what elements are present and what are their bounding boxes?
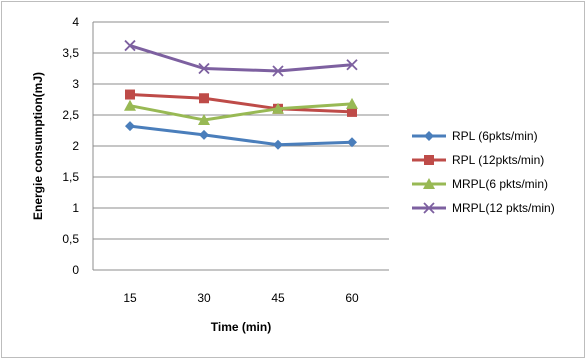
y-tick-label: 0,5 — [62, 232, 79, 246]
legend-label: MRPL(6 pkts/min) — [452, 177, 548, 191]
x-tick-labels: 15 30 45 60 — [123, 291, 359, 305]
data-point — [199, 129, 209, 140]
series-1 — [125, 121, 357, 150]
legend-item: RPL (6pkts/min) — [412, 129, 538, 143]
legend-item: MRPL(12 pkts/min) — [412, 201, 555, 215]
series-line — [129, 44, 353, 73]
legend-label: RPL (12pkts/min) — [452, 153, 544, 167]
series-line — [129, 124, 353, 147]
data-point — [198, 113, 210, 125]
x-tick-label: 15 — [123, 291, 137, 305]
y-tick-label: 3 — [72, 77, 79, 91]
legend: RPL (6pkts/min) RPL (12pkts/min) MRPL(6 pk… — [412, 129, 555, 215]
legend-marker — [424, 131, 434, 141]
legend-label: RPL (6pkts/min) — [452, 129, 538, 143]
legend-marker — [423, 202, 435, 214]
y-tick-label: 3,5 — [62, 46, 79, 60]
gridlines — [92, 21, 389, 271]
series-4 — [124, 39, 358, 77]
series-3 — [124, 97, 358, 125]
legend-item: RPL (12pkts/min) — [412, 153, 544, 167]
x-tick-label: 30 — [197, 291, 211, 305]
data-point — [273, 139, 283, 150]
data-point — [272, 65, 284, 77]
legend-marker — [423, 178, 435, 189]
data-point — [347, 106, 357, 117]
data-point — [346, 97, 358, 109]
data-point — [124, 39, 136, 52]
y-tick-label: 2,5 — [62, 108, 79, 122]
series-group — [124, 39, 358, 150]
data-point — [198, 62, 210, 75]
data-point — [272, 102, 284, 114]
series-line — [129, 93, 353, 114]
data-point — [346, 59, 358, 71]
x-axis-title: Time (min) — [211, 320, 271, 334]
y-tick-label: 0 — [72, 263, 79, 277]
y-axis-title: Energie consumption(mJ) — [31, 72, 45, 220]
legend-marker — [424, 155, 434, 165]
legend-label: MRPL(12 pkts/min) — [452, 201, 555, 215]
y-tick-label: 2 — [72, 139, 79, 153]
data-point — [124, 99, 136, 111]
data-point — [125, 121, 135, 132]
data-point — [347, 137, 357, 148]
x-tick-label: 45 — [271, 291, 285, 305]
y-tick-label: 1 — [72, 201, 79, 215]
series-line — [129, 102, 353, 122]
y-tick-label: 1,5 — [62, 170, 79, 184]
x-tick-label: 60 — [345, 291, 359, 305]
data-point — [125, 89, 135, 100]
y-tick-label: 4 — [72, 15, 79, 29]
data-point — [199, 93, 209, 104]
legend-item: MRPL(6 pkts/min) — [412, 177, 548, 191]
y-tick-labels: 0 0,5 1 1,5 2 2,5 3 3,5 4 — [62, 15, 79, 277]
